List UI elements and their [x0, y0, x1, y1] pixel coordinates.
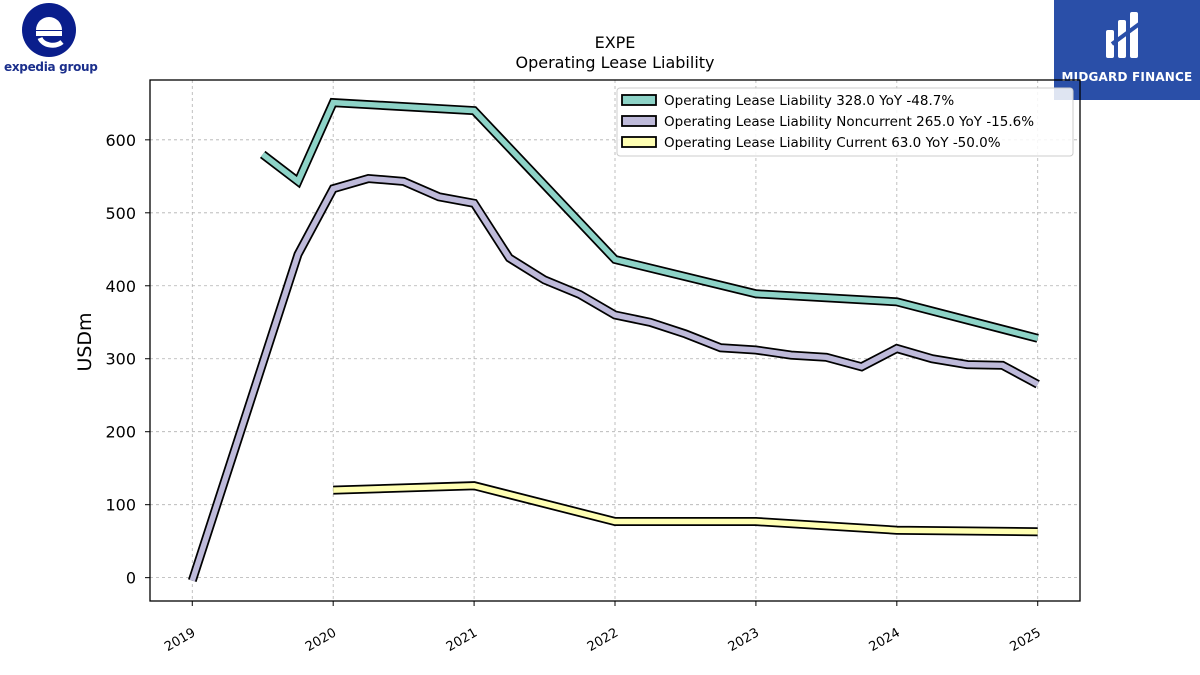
- y-tick-label: 600: [105, 131, 136, 150]
- y-tick-label: 0: [126, 569, 136, 588]
- legend-swatch: [621, 115, 657, 127]
- expedia-e-icon: [22, 3, 76, 57]
- y-tick-label: 400: [105, 277, 136, 296]
- y-tick-label: 100: [105, 496, 136, 515]
- x-tick-label: 2022: [585, 625, 621, 655]
- y-axis-label: USDm: [74, 312, 96, 371]
- midgard-finance-text: MIDGARD FINANCE: [1061, 70, 1193, 84]
- series-line: [189, 175, 1040, 582]
- legend-swatch: [621, 136, 657, 148]
- brand-name: expedia group: [4, 60, 98, 74]
- x-tick-label: 2019: [162, 625, 198, 655]
- x-axis: 2019 2020 2021 2022 2023 2024 2025: [162, 601, 1044, 655]
- midgard-emblem-icon: [1106, 12, 1144, 58]
- legend-label: Operating Lease Liability Noncurrent 265…: [664, 114, 1034, 130]
- legend: Operating Lease Liability 328.0 YoY -48.…: [616, 87, 1074, 157]
- x-tick-label: 2023: [726, 625, 762, 655]
- legend-label: Operating Lease Liability Current 63.0 Y…: [664, 135, 1001, 151]
- x-tick-label: 2024: [867, 625, 903, 655]
- x-tick-label: 2020: [303, 625, 339, 655]
- series-line: [333, 482, 1038, 535]
- x-tick-label: 2025: [1008, 625, 1044, 655]
- legend-box: [616, 87, 1074, 157]
- x-tick-label: 2021: [444, 625, 480, 655]
- y-tick-label: 300: [105, 350, 136, 369]
- series-line: [261, 99, 1039, 341]
- expedia-group-logo: expedia group: [0, 0, 110, 90]
- y-axis: 0 100 200 300 400 500 600: [105, 131, 150, 588]
- y-tick-label: 500: [105, 204, 136, 223]
- legend-label: Operating Lease Liability 328.0 YoY -48.…: [664, 93, 954, 109]
- legend-swatch: [621, 94, 657, 106]
- chart-subtitle: Operating Lease Liability: [515, 53, 714, 72]
- series-group: [188, 97, 1040, 582]
- y-tick-label: 200: [105, 423, 136, 442]
- midgard-finance-logo: MIDGARD FINANCE: [1054, 0, 1200, 100]
- series-line-outline: [333, 481, 1038, 537]
- chart-title: EXPE: [595, 33, 636, 52]
